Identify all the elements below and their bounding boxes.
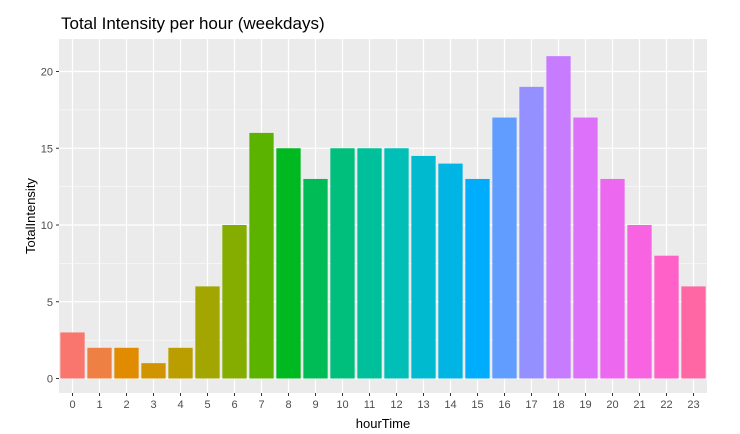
y-axis-title: TotalIntensity (23, 178, 38, 254)
x-tick-label: 22 (660, 399, 672, 411)
chart-title: Total Intensity per hour (weekdays) (61, 14, 325, 33)
bars (60, 56, 706, 379)
x-tick-label: 23 (687, 399, 699, 411)
bar-1 (87, 347, 112, 379)
x-tick-label: 12 (390, 399, 402, 411)
bar-15 (465, 178, 490, 379)
x-tick-label: 8 (285, 399, 291, 411)
x-tick-label: 17 (525, 399, 537, 411)
y-tick-label: 15 (41, 143, 53, 155)
y-tick-label: 10 (41, 220, 53, 232)
bar-17 (519, 86, 544, 379)
x-tick-label: 18 (552, 399, 564, 411)
x-tick-label: 10 (336, 399, 348, 411)
x-tick-label: 7 (258, 399, 264, 411)
bar-13 (411, 155, 436, 379)
bar-14 (438, 163, 463, 379)
bar-19 (573, 117, 598, 379)
y-axis: 0 5 10 15 20 (41, 67, 59, 386)
bar-23 (681, 286, 706, 379)
bar-12 (384, 148, 409, 379)
y-tick-label: 0 (47, 374, 53, 386)
x-axis: 0 1 2 3 4 5 6 7 8 9 10 11 12 13 14 15 16 17 18 19 20 21 22 23 (69, 393, 700, 411)
x-tick-label: 4 (177, 399, 183, 411)
bar-0 (60, 332, 85, 379)
plot-panel (59, 39, 707, 393)
x-tick-label: 6 (231, 399, 237, 411)
x-tick-label: 15 (471, 399, 483, 411)
x-tick-label: 2 (123, 399, 129, 411)
bar-22 (654, 255, 679, 379)
x-tick-label: 14 (444, 399, 456, 411)
x-tick-label: 5 (204, 399, 210, 411)
bar-3 (141, 363, 166, 379)
bar-5 (195, 286, 220, 379)
x-tick-label: 16 (498, 399, 510, 411)
y-tick-label: 20 (41, 67, 53, 79)
bar-11 (357, 148, 382, 379)
bar-16 (492, 117, 517, 379)
x-tick-label: 20 (606, 399, 618, 411)
x-tick-label: 1 (96, 399, 102, 411)
x-tick-label: 19 (579, 399, 591, 411)
bar-20 (600, 178, 625, 379)
bar-18 (546, 56, 571, 379)
bar-2 (114, 347, 139, 379)
x-tick-label: 13 (417, 399, 429, 411)
bar-9 (303, 178, 328, 379)
bar-21 (627, 225, 652, 379)
x-tick-label: 0 (69, 399, 75, 411)
bar-4 (168, 347, 193, 379)
x-tick-label: 9 (312, 399, 318, 411)
bar-10 (330, 148, 355, 379)
x-tick-label: 3 (150, 399, 156, 411)
x-axis-title: hourTime (356, 416, 410, 431)
bar-6 (222, 225, 247, 379)
y-tick-label: 5 (47, 297, 53, 309)
bar-7 (249, 132, 274, 379)
x-tick-label: 11 (364, 399, 375, 411)
bar-8 (276, 148, 301, 379)
x-tick-label: 21 (633, 399, 645, 411)
